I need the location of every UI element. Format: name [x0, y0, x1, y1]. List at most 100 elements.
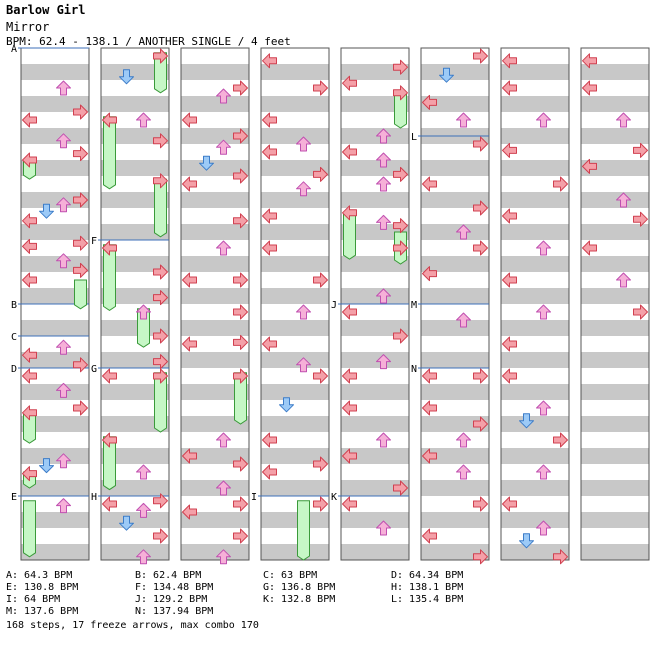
- left-arrow-icon: [262, 336, 277, 352]
- right-arrow-icon: [233, 304, 248, 320]
- right-arrow-icon: [153, 368, 168, 384]
- beat-band: [421, 64, 489, 80]
- right-arrow-icon: [393, 218, 408, 234]
- chart-column-4: [260, 47, 330, 561]
- beat-band: [181, 96, 249, 112]
- right-arrow-icon: [233, 272, 248, 288]
- beat-band: [421, 192, 489, 208]
- bpm-legend-entry: B: 62.4 BPM: [135, 570, 202, 581]
- beat-band: [101, 192, 169, 208]
- beat-band: [421, 416, 489, 432]
- song-title: Barlow Girl: [6, 3, 86, 17]
- right-arrow-icon: [153, 528, 168, 544]
- bpm-legend-entry: H: 138.1 BPM: [391, 582, 464, 593]
- left-arrow-icon: [422, 266, 437, 282]
- freeze-arrow: [103, 116, 116, 190]
- bpm-marker-label: I: [251, 492, 257, 503]
- beat-band: [581, 64, 649, 80]
- up-arrow-icon: [216, 432, 231, 448]
- right-arrow-icon: [153, 264, 168, 280]
- beat-band: [101, 448, 169, 464]
- left-arrow-icon: [342, 304, 357, 320]
- up-arrow-icon: [56, 80, 71, 96]
- beat-band: [101, 512, 169, 528]
- bpm-marker-label: L: [411, 132, 417, 143]
- beat-band: [181, 288, 249, 304]
- left-arrow-icon: [502, 496, 517, 512]
- beat-band: [21, 288, 89, 304]
- beat-band: [101, 320, 169, 336]
- right-arrow-icon: [553, 176, 568, 192]
- beat-band: [501, 288, 569, 304]
- beat-band: [341, 160, 409, 176]
- right-arrow-icon: [633, 211, 648, 227]
- up-arrow-icon: [56, 253, 71, 269]
- up-arrow-icon: [136, 549, 151, 565]
- up-arrow-icon: [56, 339, 71, 355]
- bpm-legend-entry: E: 130.8 BPM: [6, 582, 79, 593]
- up-arrow-icon: [56, 133, 71, 149]
- left-arrow-icon: [502, 336, 517, 352]
- left-arrow-icon: [182, 272, 197, 288]
- up-arrow-icon: [216, 139, 231, 155]
- step-chart: A B C D E F G H I J K L M N: [11, 44, 650, 565]
- beat-band: [421, 160, 489, 176]
- right-arrow-icon: [313, 80, 328, 96]
- beat-band: [261, 160, 329, 176]
- beat-band: [581, 384, 649, 400]
- beat-band: [501, 544, 569, 560]
- beat-band: [21, 480, 89, 496]
- left-arrow-icon: [262, 240, 277, 256]
- right-arrow-icon: [153, 493, 168, 509]
- right-arrow-icon: [633, 142, 648, 158]
- chart-column-8: [580, 47, 650, 561]
- beat-band: [501, 160, 569, 176]
- down-arrow-icon: [199, 155, 214, 171]
- up-arrow-icon: [56, 382, 71, 398]
- right-arrow-icon: [73, 192, 88, 208]
- beat-band: [101, 416, 169, 432]
- beat-band: [581, 352, 649, 368]
- right-arrow-icon: [73, 235, 88, 251]
- up-arrow-icon: [616, 112, 631, 128]
- left-arrow-icon: [182, 176, 197, 192]
- bpm-legend-entry: I: 64 BPM: [6, 594, 61, 605]
- beat-band: [421, 224, 489, 240]
- beat-band: [21, 64, 89, 80]
- beat-band: [21, 512, 89, 528]
- beat-band: [501, 96, 569, 112]
- left-arrow-icon: [262, 464, 277, 480]
- bpm-legend-entry: D: 64.34 BPM: [391, 570, 464, 581]
- up-arrow-icon: [456, 312, 471, 328]
- beat-band: [21, 160, 89, 176]
- beat-band: [581, 288, 649, 304]
- beat-band: [181, 480, 249, 496]
- bpm-marker-label: C: [11, 332, 17, 343]
- beat-band: [101, 64, 169, 80]
- beat-band: [21, 96, 89, 112]
- beat-band: [501, 384, 569, 400]
- right-arrow-icon: [73, 400, 88, 416]
- beat-band: [101, 224, 169, 240]
- chart-column-5: [340, 47, 410, 561]
- beat-band: [101, 160, 169, 176]
- beat-band: [261, 96, 329, 112]
- up-arrow-icon: [536, 520, 551, 536]
- up-arrow-icon: [456, 112, 471, 128]
- right-arrow-icon: [313, 166, 328, 182]
- beat-band: [501, 256, 569, 272]
- step-summary: 168 steps, 17 freeze arrows, max combo 1…: [6, 620, 259, 631]
- beat-band: [21, 192, 89, 208]
- right-arrow-icon: [233, 80, 248, 96]
- up-arrow-icon: [56, 453, 71, 469]
- beat-band: [21, 320, 89, 336]
- left-arrow-icon: [22, 368, 37, 384]
- left-arrow-icon: [262, 112, 277, 128]
- up-arrow-icon: [536, 464, 551, 480]
- up-arrow-icon: [376, 354, 391, 370]
- right-arrow-icon: [73, 262, 88, 278]
- up-arrow-icon: [216, 549, 231, 565]
- beat-band: [261, 320, 329, 336]
- right-arrow-icon: [153, 328, 168, 344]
- beat-band: [341, 352, 409, 368]
